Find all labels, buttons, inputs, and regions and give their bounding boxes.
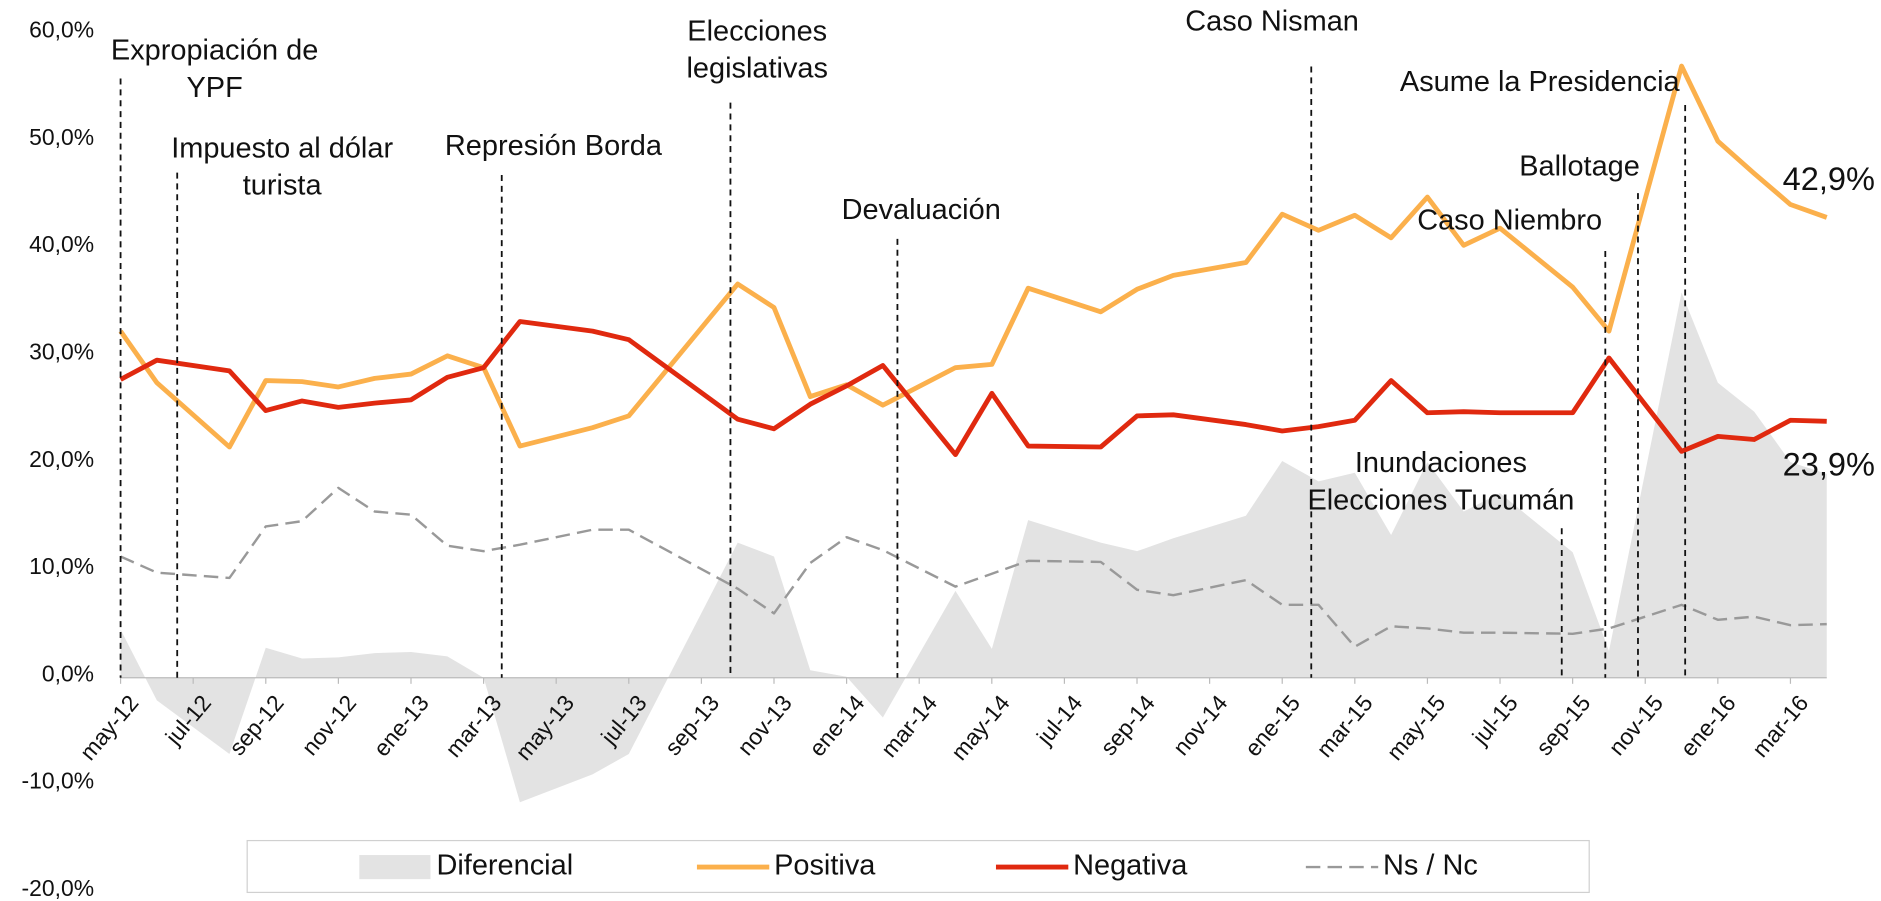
x-tick-label: ene-14 (804, 690, 870, 762)
x-tick-label: jul-15 (1466, 690, 1523, 750)
x-tick-label: sep-13 (659, 690, 724, 760)
y-tick-label: 60,0% (29, 17, 94, 43)
x-tick-label: sep-15 (1531, 690, 1596, 760)
event-label: Asume la Presidencia (1400, 66, 1681, 98)
x-tick-label: may-15 (1381, 690, 1450, 765)
legend-label: Positiva (774, 850, 876, 882)
line (121, 66, 1827, 447)
x-tick-label: nov-12 (296, 690, 361, 760)
event-label: Elecciones (687, 15, 827, 47)
y-tick-label: 40,0% (29, 231, 94, 257)
event-label: legislativas (686, 53, 827, 85)
event-label: Elecciones Tucumán (1307, 484, 1574, 516)
x-tick-label: mar-16 (1747, 690, 1814, 762)
chart: -20,0% -10,0% 0,0% 10,0% 20,0% 30,0% 40,0% 50,0… (0, 0, 1881, 901)
event-label: YPF (187, 72, 243, 104)
event-label: Inundaciones (1355, 447, 1527, 479)
y-tick-label: -20,0% (22, 875, 95, 901)
x-tick-label: ene-13 (368, 690, 434, 761)
legend-label: Diferencial (436, 850, 573, 882)
event-label: Caso Nisman (1185, 6, 1359, 38)
y-tick-label: 0,0% (42, 660, 94, 686)
legend-swatch (359, 855, 430, 879)
x-tick-label: nov-15 (1603, 690, 1668, 760)
value-label: 23,9% (1783, 447, 1875, 483)
x-tick-label: ene-16 (1675, 690, 1741, 761)
event-label: Ballotage (1519, 150, 1640, 182)
x-tick-label: ene-15 (1239, 690, 1305, 761)
legend-label: Ns / Nc (1383, 850, 1478, 882)
value-label: 42,9% (1783, 161, 1875, 197)
x-tick-label: may-14 (946, 690, 1015, 765)
y-tick-label: -10,0% (22, 768, 95, 794)
x-tick-label: jul-14 (1031, 690, 1088, 751)
x-tick-label: mar-15 (1311, 690, 1378, 762)
y-tick-label: 50,0% (29, 124, 94, 150)
x-tick-label: nov-13 (732, 690, 797, 760)
x-tick-label: mar-13 (440, 690, 507, 762)
event-label: Represión Borda (445, 130, 663, 162)
line (121, 321, 1827, 454)
x-tick-label: nov-14 (1168, 690, 1233, 761)
event-label: Devaluación (842, 194, 1001, 226)
event-label: Caso Niembro (1417, 205, 1602, 237)
y-tick-label: 30,0% (29, 338, 94, 364)
y-tick-label: 10,0% (29, 553, 94, 579)
event-label: turista (243, 170, 323, 202)
y-tick-label: 20,0% (29, 446, 94, 472)
event-label: Expropiación de (111, 35, 318, 67)
x-tick-label: sep-14 (1095, 690, 1160, 761)
page: {"chart_data": {"type": "line", "x": [0,… (0, 0, 1881, 901)
event-label: Impuesto al dólar (171, 132, 393, 164)
x-tick-label: may-12 (75, 690, 144, 765)
legend-label: Negativa (1073, 850, 1188, 882)
